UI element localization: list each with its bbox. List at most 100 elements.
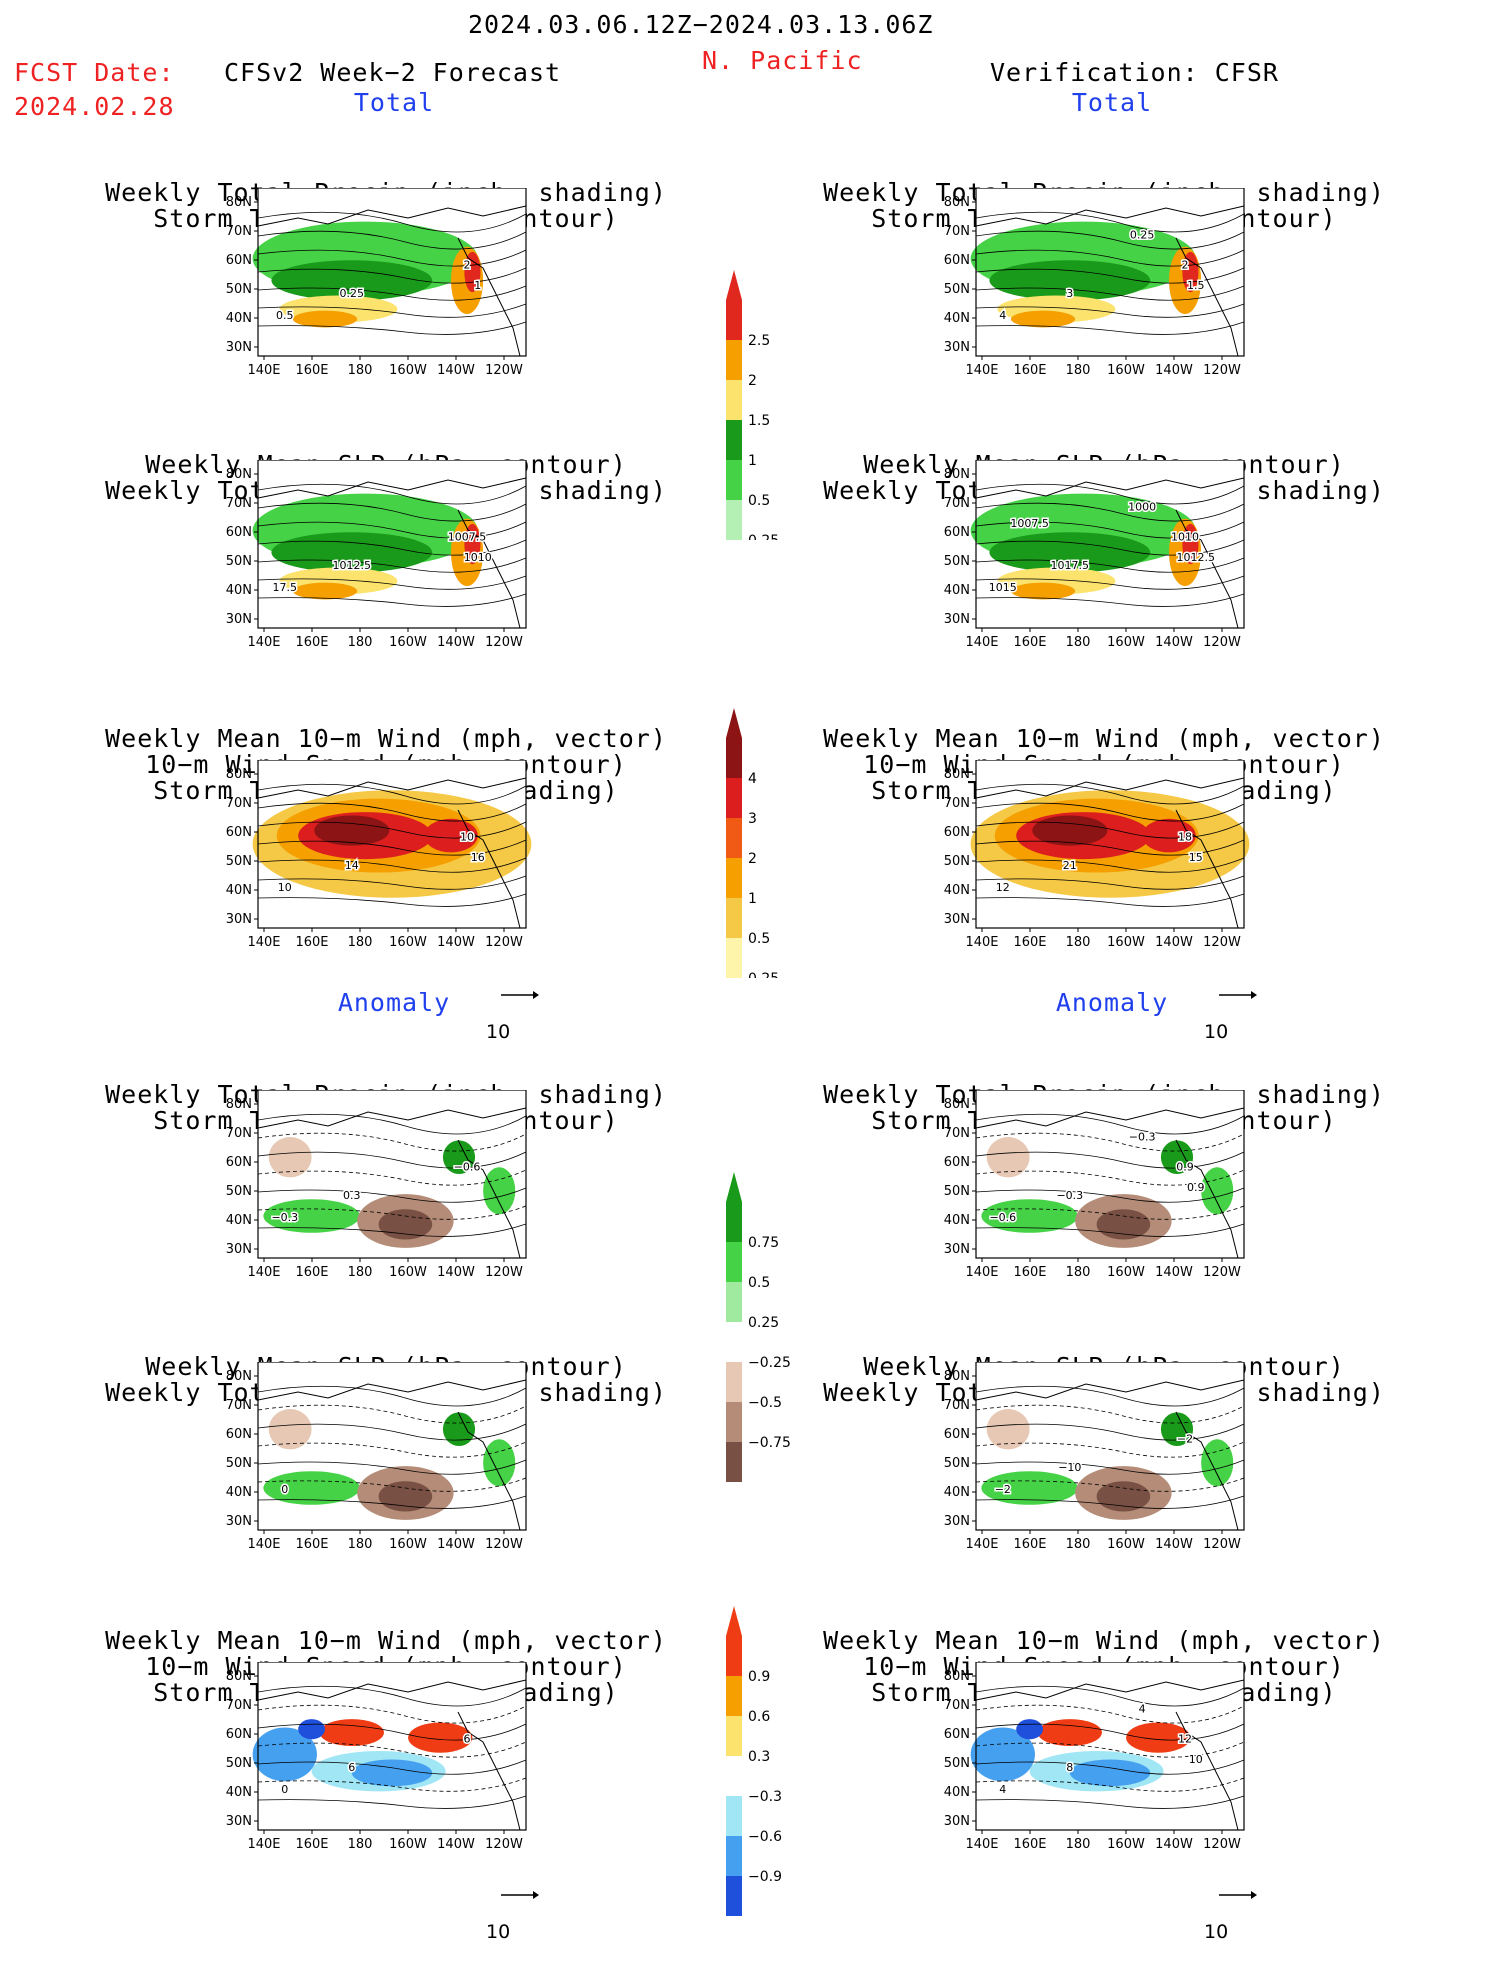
contour-line: [975, 1385, 1245, 1407]
contour-label: 6: [348, 1761, 355, 1774]
contour-line: [975, 539, 1245, 556]
shading-region: [970, 1727, 1035, 1782]
contour-line: [975, 1223, 1245, 1237]
contour-line: [975, 1723, 1245, 1741]
contour-line: [975, 1477, 1245, 1492]
map-svg: 80N 70N 60N 50N 40N 30N 140E 160E 180 160W 140W 120…: [226, 1090, 527, 1280]
shading-region: [263, 1199, 360, 1233]
lon-tick-label: 120W: [1203, 363, 1241, 378]
contour-line: [257, 1151, 527, 1169]
contour-label: 16: [471, 851, 485, 864]
lat-tick-label: 60N: [944, 825, 970, 840]
contour-line: [975, 839, 1245, 856]
contour-line: [257, 1423, 527, 1441]
contour-line: [257, 821, 527, 839]
contour-label: 15: [1189, 851, 1203, 864]
contour-line: [975, 303, 1245, 318]
contour-label: 1012.5: [1177, 551, 1216, 564]
contour-line: [257, 1205, 527, 1220]
lat-tick-label: 40N: [226, 1785, 252, 1800]
contour-label: 6: [464, 1733, 471, 1746]
contour-line: [975, 230, 1245, 250]
lon-tick-label: 160E: [295, 1537, 328, 1552]
contour-line: [975, 1151, 1245, 1169]
lat-tick-label: 50N: [226, 854, 252, 869]
lon-tick-label: 160E: [1013, 635, 1046, 650]
lon-tick-label: 120W: [485, 935, 523, 950]
map-panel: 80N 70N 60N 50N 40N 30N 140E 160E 180 160W 140W 120…: [208, 760, 536, 954]
map-panel: 80N 70N 60N 50N 40N 30N 140E 160E 180 160W 140W 120…: [208, 1662, 536, 1856]
contour-label: 12: [996, 881, 1010, 894]
contour-line: [257, 521, 527, 539]
lon-tick-label: 160E: [1013, 1537, 1046, 1552]
colorbar-label: 0.3: [748, 1749, 770, 1765]
lat-tick-label: 70N: [226, 224, 252, 239]
map-panel: 80N 70N 60N 50N 40N 30N 140E 160E 180 160W 140W 120…: [926, 1362, 1254, 1556]
map-svg: 80N 70N 60N 50N 40N 30N 140E 160E 180 160W 140W 120…: [944, 460, 1245, 650]
shading-region: [1032, 815, 1108, 846]
lon-tick-label: 160W: [389, 1537, 427, 1552]
colorbar-label: 0.6: [748, 1709, 770, 1725]
shading-region: [989, 532, 1151, 573]
shading-region: [1069, 1759, 1151, 1787]
lat-tick-label: 80N: [944, 195, 970, 210]
map-svg: 80N 70N 60N 50N 40N 30N 140E 160E 180 160W 140W 120…: [226, 1362, 527, 1552]
contour-line: [257, 1441, 527, 1458]
contour-line: [257, 575, 527, 590]
shading-region: [1201, 1439, 1234, 1487]
contour-line: [257, 1132, 527, 1152]
colorbar-swatch: [726, 1282, 742, 1322]
lon-tick-label: 140E: [965, 1537, 998, 1552]
contour-line: [257, 285, 527, 301]
lat-tick-label: 60N: [226, 1727, 252, 1742]
lat-tick-label: 60N: [944, 525, 970, 540]
colorbar-storm-total: 4 3 2 1 0.5 0.25: [726, 708, 796, 987]
section-anomaly-left: Anomaly: [337, 988, 451, 1017]
lat-tick-label: 70N: [226, 1398, 252, 1413]
colorbar-label: 0.25: [748, 971, 779, 978]
contour-line: [257, 839, 527, 856]
lon-tick-label: 160E: [295, 363, 328, 378]
coastline: [257, 477, 527, 629]
coastline: [257, 1679, 527, 1831]
shading-region: [1096, 1209, 1151, 1240]
contour-label: 8: [1066, 1761, 1073, 1774]
colorbar-label: 1: [748, 453, 757, 469]
coastline: [975, 477, 1245, 629]
lon-tick-label: 140E: [247, 363, 280, 378]
shading-region: [268, 1409, 312, 1450]
lon-tick-label: 180: [1066, 935, 1091, 950]
contour-line: [257, 1795, 527, 1809]
lon-tick-label: 160W: [389, 935, 427, 950]
contour-line: [975, 575, 1245, 590]
lat-tick-label: 70N: [944, 796, 970, 811]
lat-tick-label: 80N: [944, 1097, 970, 1112]
colorbar-swatch: [726, 1636, 742, 1676]
map-panel: 80N 70N 60N 50N 40N 30N 140E 160E 180 160W 140W 120…: [208, 460, 536, 654]
contour-line: [975, 893, 1245, 907]
lon-tick-label: 160E: [1013, 1265, 1046, 1280]
colorbar-swatch: [726, 1676, 742, 1716]
lon-tick-label: 140W: [437, 1837, 475, 1852]
contour-line: [975, 502, 1245, 522]
lat-tick-label: 50N: [944, 1756, 970, 1771]
lat-tick-label: 70N: [226, 1698, 252, 1713]
contour-label: 0: [281, 1483, 288, 1496]
contour-label: 2: [464, 259, 471, 272]
lon-tick-label: 180: [1066, 1837, 1091, 1852]
lon-tick-label: 160E: [1013, 935, 1046, 950]
contour-label: 1: [474, 279, 481, 292]
colorbar-swatch: [726, 420, 742, 460]
contour-label: 0: [281, 1783, 288, 1796]
lon-tick-label: 140W: [437, 1537, 475, 1552]
map-svg: 80N 70N 60N 50N 40N 30N 140E 160E 180 160W 140W 120…: [226, 1662, 527, 1852]
lat-tick-label: 30N: [944, 1242, 970, 1257]
lon-tick-label: 120W: [1203, 635, 1241, 650]
shading-region: [1010, 582, 1076, 600]
contour-line: [257, 483, 527, 505]
region-label: N. Pacific: [702, 46, 863, 75]
contour-label: 0.9: [1187, 1181, 1205, 1194]
shading-region: [981, 1471, 1078, 1505]
lon-tick-label: 160W: [389, 1837, 427, 1852]
lat-tick-label: 60N: [226, 1427, 252, 1442]
